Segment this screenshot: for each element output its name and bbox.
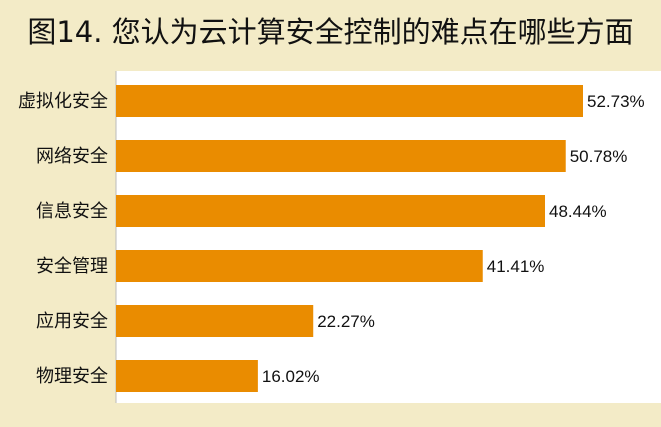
data-label: 22.27% [317, 312, 375, 331]
chart-title: 图14. 您认为云计算安全控制的难点在哪些方面 [27, 15, 634, 49]
category-label: 网络安全 [36, 146, 108, 167]
bar [116, 140, 566, 172]
data-label: 50.78% [570, 147, 628, 166]
category-label: 信息安全 [36, 201, 108, 222]
data-label: 48.44% [549, 202, 607, 221]
data-label: 41.41% [487, 257, 545, 276]
bar [116, 85, 583, 117]
data-label: 52.73% [587, 92, 645, 111]
bar [116, 305, 314, 337]
category-label: 虚拟化安全 [18, 91, 108, 112]
data-label: 16.02% [262, 367, 320, 386]
category-label: 物理安全 [36, 366, 108, 387]
category-label: 应用安全 [36, 311, 108, 332]
bar [116, 195, 546, 227]
category-label: 安全管理 [36, 256, 108, 277]
bar [116, 360, 258, 392]
bar [116, 250, 483, 282]
plot-area [116, 71, 661, 403]
